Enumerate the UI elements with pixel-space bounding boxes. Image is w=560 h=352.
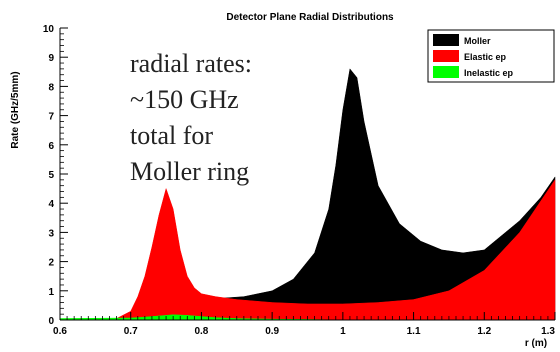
y-tick-label: 10 <box>43 24 55 35</box>
x-tick-label: 0.6 <box>53 326 67 337</box>
series-area-elastic-ep <box>59 179 556 321</box>
legend-label-moller: Moller <box>464 36 491 46</box>
x-axis-label: r (m) <box>525 338 547 349</box>
y-tick-label: 4 <box>48 199 54 210</box>
y-tick-label: 1 <box>48 287 54 298</box>
annotation-line-2: ~150 GHz <box>130 85 239 114</box>
x-tick-label: 0.8 <box>194 326 208 337</box>
axes <box>59 27 556 321</box>
legend-swatch-moller <box>433 34 459 46</box>
legend: Moller Elastic ep Inelastic ep <box>427 29 555 83</box>
legend-swatch-elastic <box>433 50 459 62</box>
legend-label-elastic: Elastic ep <box>464 52 507 62</box>
legend-label-inelastic: Inelastic ep <box>464 68 514 78</box>
chart-title: Detector Plane Radial Distributions <box>226 12 394 23</box>
x-tick-label: 0.7 <box>124 326 138 337</box>
y-tick-label: 8 <box>48 82 54 93</box>
x-tick-label: 1 <box>340 326 346 337</box>
annotation-line-3: total for <box>130 121 213 150</box>
annotation-line-4: Moller ring <box>130 157 249 186</box>
annotation-line-1: radial rates: <box>130 49 252 78</box>
y-tick-label: 5 <box>48 170 54 181</box>
x-tick-label: 0.9 <box>265 326 279 337</box>
tick-labels: 0 1 2 3 4 5 6 7 8 9 10 0.6 0.7 0.8 0.9 1 1.1 1.2 1.3 <box>43 24 556 337</box>
y-axis-label: Rate (GHz/5mm) <box>10 71 21 148</box>
x-tick-label: 1.1 <box>407 326 421 337</box>
legend-swatch-inelastic <box>433 66 459 78</box>
y-tick-label: 7 <box>48 112 54 123</box>
y-tick-label: 3 <box>48 228 54 239</box>
y-tick-label: 9 <box>48 53 54 64</box>
y-tick-label: 0 <box>48 316 54 327</box>
x-tick-label: 1.2 <box>477 326 491 337</box>
annotation: radial rates: ~150 GHz total for Moller … <box>130 49 252 186</box>
y-tick-label: 6 <box>48 141 54 152</box>
x-tick-label: 1.3 <box>541 326 555 337</box>
series-area-moller <box>222 68 556 321</box>
y-tick-label: 2 <box>48 258 54 269</box>
